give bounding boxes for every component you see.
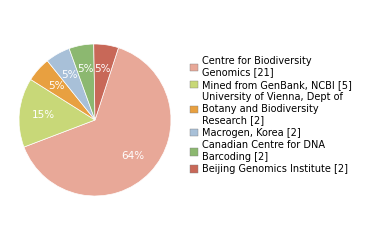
Text: 5%: 5% — [62, 70, 78, 80]
Text: 15%: 15% — [32, 110, 55, 120]
Wedge shape — [31, 61, 95, 120]
Wedge shape — [48, 48, 95, 120]
Wedge shape — [24, 48, 171, 196]
Wedge shape — [19, 79, 95, 147]
Wedge shape — [69, 44, 95, 120]
Text: 5%: 5% — [48, 81, 65, 91]
Text: 5%: 5% — [78, 64, 94, 74]
Wedge shape — [94, 44, 119, 120]
Text: 64%: 64% — [121, 151, 144, 161]
Text: 5%: 5% — [94, 64, 111, 74]
Legend: Centre for Biodiversity
Genomics [21], Mined from GenBank, NCBI [5], University : Centre for Biodiversity Genomics [21], M… — [190, 56, 352, 174]
